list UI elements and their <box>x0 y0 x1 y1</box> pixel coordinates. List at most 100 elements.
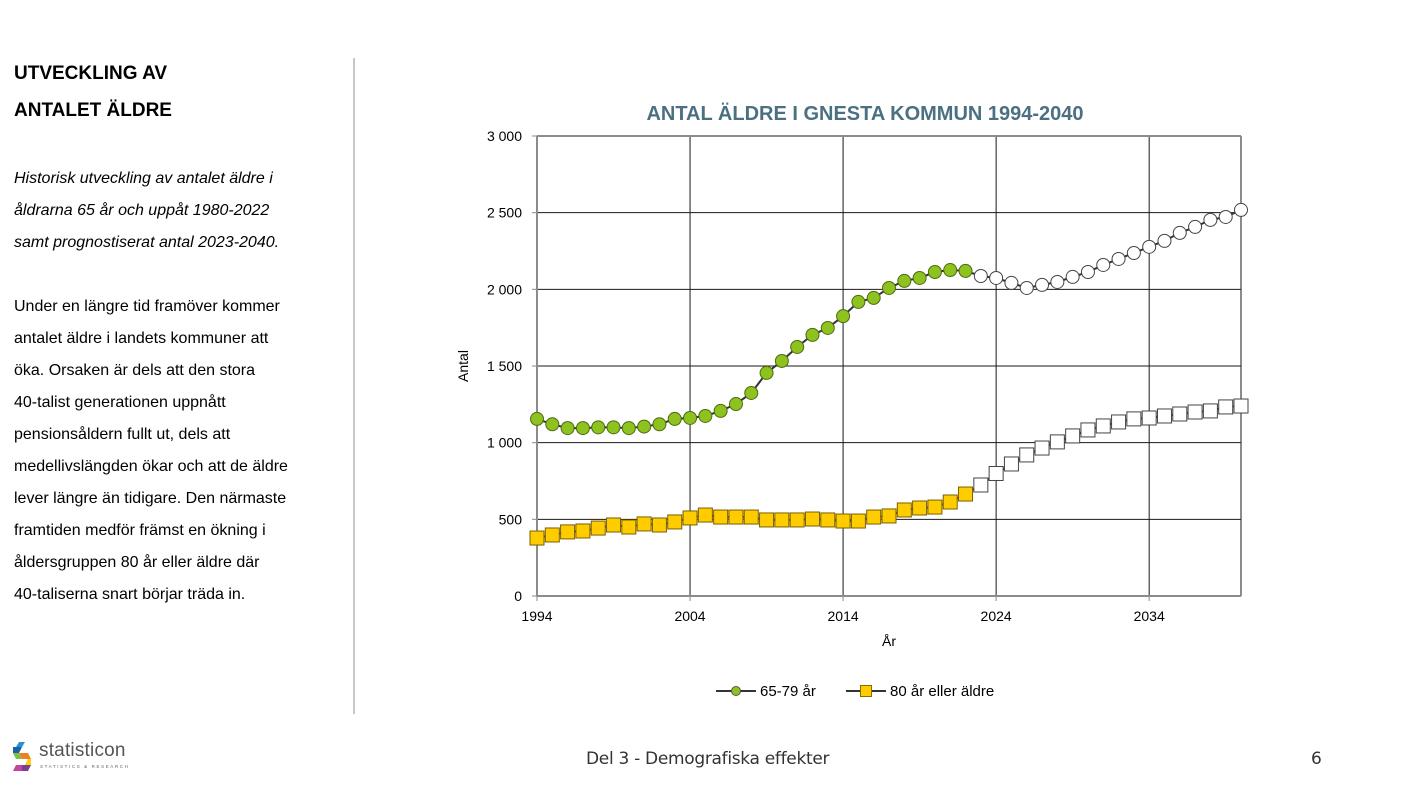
data-point-square <box>1218 399 1234 415</box>
y-axis-label: Antal <box>455 350 471 382</box>
body-line: framtiden medför främst en ökning i <box>14 522 266 539</box>
y-tick-label: 1 500 <box>487 358 522 374</box>
data-point-circle <box>927 265 942 280</box>
section-heading-line1: UTVECKLING AV <box>14 63 168 84</box>
x-tick-label: 2014 <box>828 608 859 624</box>
data-point-square <box>651 517 667 533</box>
intro-line: Historisk utveckling av antalet äldre i <box>14 170 273 187</box>
data-point-square <box>667 514 683 530</box>
data-point-circle <box>1050 274 1065 289</box>
data-point-circle <box>560 421 575 436</box>
data-point-circle <box>575 421 590 436</box>
data-point-circle <box>759 365 774 380</box>
page-number: 6 <box>1311 749 1322 769</box>
data-point-square <box>1049 434 1065 450</box>
logo-shard <box>22 765 31 771</box>
series-line <box>536 208 1242 430</box>
data-point-square <box>896 502 912 518</box>
footer-title: Del 3 - Demografiska effekter <box>586 749 830 769</box>
data-point-square <box>1202 403 1218 419</box>
legend-item-65-79: 65-79 år <box>716 683 816 700</box>
data-point-square <box>942 494 958 510</box>
y-tick-label: 0 <box>514 588 522 604</box>
x-tick-label: 2034 <box>1134 608 1165 624</box>
body-line: antalet äldre i landets kommuner att <box>14 330 269 347</box>
data-point-circle <box>667 411 682 426</box>
data-point-square <box>1141 410 1157 426</box>
data-point-circle <box>805 327 820 342</box>
data-point-square <box>1019 447 1035 463</box>
logo-shard <box>19 753 31 759</box>
data-point-square <box>1172 406 1188 422</box>
data-point-circle <box>744 385 759 400</box>
data-point-square <box>575 523 591 539</box>
intro-line: samt prognostiserat antal 2023-2040. <box>14 234 280 251</box>
data-point-circle <box>958 263 973 278</box>
chart-title: ANTAL ÄLDRE I GNESTA KOMMUN 1994-2040 <box>646 102 1083 125</box>
data-point-square <box>774 512 790 528</box>
data-point-circle <box>1035 277 1050 292</box>
data-point-square <box>621 519 637 535</box>
data-point-square <box>881 508 897 524</box>
data-point-circle <box>1111 251 1126 266</box>
legend-square-marker <box>860 685 872 697</box>
logo-shard <box>25 759 31 765</box>
data-point-square <box>544 527 560 543</box>
data-point-circle <box>897 273 912 288</box>
body-line: lever längre än tidigare. Den närmaste <box>14 490 287 507</box>
data-point-circle <box>591 420 606 435</box>
data-point-square <box>713 509 729 525</box>
data-point-square <box>759 512 775 528</box>
data-point-circle <box>1004 275 1019 290</box>
data-point-square <box>1034 440 1050 456</box>
data-point-square <box>958 486 974 502</box>
data-point-square <box>927 499 943 515</box>
y-tick-label: 3 000 <box>487 128 522 144</box>
data-point-square <box>1095 418 1111 434</box>
data-point-square <box>1065 428 1081 444</box>
body-line: Under en längre tid framöver kommer <box>14 298 280 315</box>
y-tick-label: 1 000 <box>487 435 522 451</box>
axes: 0 500 1 000 1 500 2 000 2 500 3 000 1994 2004 201… <box>487 128 1241 624</box>
data-point-circle <box>851 294 866 309</box>
data-point-circle <box>774 353 789 368</box>
data-point-square <box>697 507 713 523</box>
data-point-square <box>606 517 622 533</box>
logo-mark-icon <box>13 742 31 771</box>
y-tick-label: 2 500 <box>487 205 522 221</box>
data-point-square <box>973 477 989 493</box>
data-point-square <box>835 513 851 529</box>
data-point-circle <box>713 403 728 418</box>
data-point-circle <box>1188 219 1203 234</box>
data-point-circle <box>973 268 988 283</box>
x-tick-label: 1994 <box>521 608 552 624</box>
data-point-circle <box>882 280 896 295</box>
data-point-square <box>682 510 698 526</box>
legend-circle-marker <box>731 686 741 696</box>
body-line: 40-talist generationen uppnått <box>14 394 226 411</box>
x-tick-label: 2004 <box>674 608 705 624</box>
data-point-square <box>560 524 576 540</box>
data-point-circle <box>637 419 652 434</box>
legend-label: 80 år eller äldre <box>890 683 994 700</box>
series <box>529 202 1249 546</box>
data-point-square <box>820 512 836 528</box>
data-point-circle <box>1218 209 1233 224</box>
data-point-circle <box>1019 280 1034 295</box>
data-point-circle <box>652 417 667 432</box>
data-point-circle <box>545 417 560 432</box>
data-point-circle <box>621 421 636 436</box>
x-axis-label: År <box>882 633 896 649</box>
intro-paragraph: Historisk utveckling av antalet äldre i … <box>14 163 344 259</box>
data-point-square <box>866 509 882 525</box>
section-heading-line2: ANTALET ÄLDRE <box>14 100 172 121</box>
data-point-square <box>743 509 759 525</box>
statisticon-logo: statisticon STATISTICS & RESEARCH <box>13 740 133 776</box>
y-tick-label: 500 <box>499 511 523 527</box>
data-point-square <box>804 511 820 527</box>
data-point-circle <box>1096 257 1111 272</box>
logo-tagline: STATISTICS & RESEARCH <box>40 764 130 769</box>
data-point-square <box>850 513 866 529</box>
x-tick-label: 2024 <box>981 608 1012 624</box>
